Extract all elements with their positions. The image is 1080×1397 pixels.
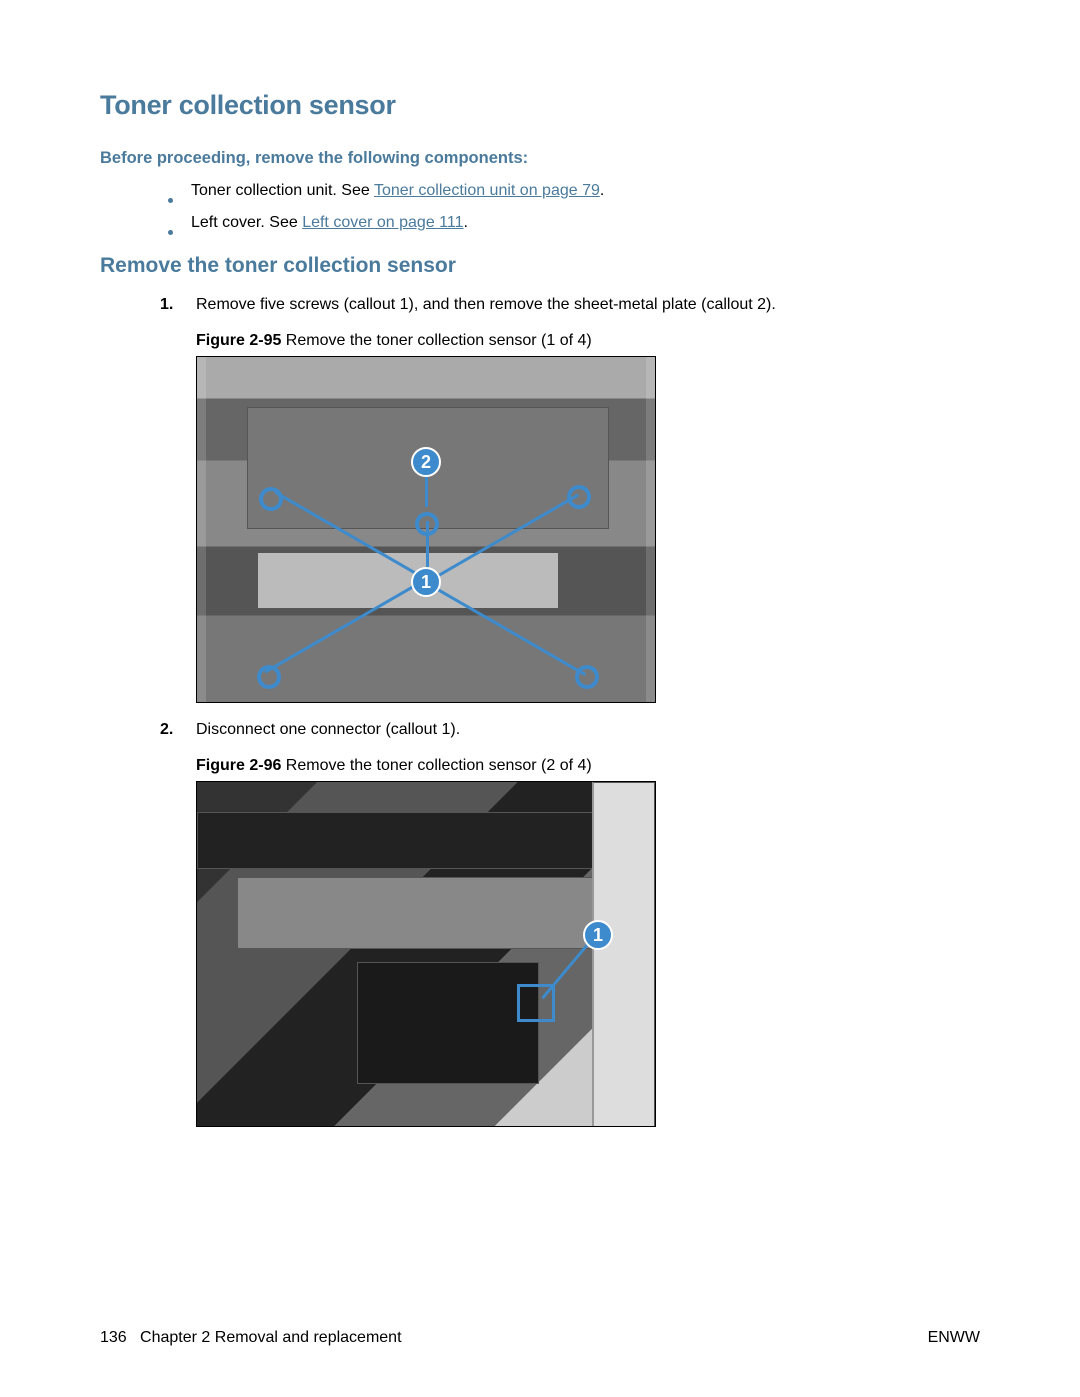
steps-list: 2. Disconnect one connector (callout 1). bbox=[100, 721, 980, 739]
figure-label: Figure 2-95 bbox=[196, 332, 281, 349]
step-text: Remove five screws (callout 1), and then… bbox=[196, 296, 776, 314]
figure-caption-text: Remove the toner collection sensor (2 of… bbox=[281, 757, 591, 774]
chapter-label: Chapter 2 Removal and replacement bbox=[140, 1329, 401, 1346]
top-bar bbox=[197, 812, 656, 869]
callout-ring bbox=[415, 512, 439, 536]
callout-number: 1 bbox=[421, 572, 431, 593]
callout-marker-2: 2 bbox=[411, 447, 441, 477]
beam bbox=[237, 877, 599, 949]
figure-caption: Figure 2-95 Remove the toner collection … bbox=[196, 332, 980, 350]
callout-marker-1: 1 bbox=[583, 920, 613, 950]
list-item: Toner collection unit. See Toner collect… bbox=[168, 182, 980, 200]
step-number: 1. bbox=[160, 296, 180, 314]
page: Toner collection sensor Before proceedin… bbox=[0, 0, 1080, 1397]
callout-ring bbox=[257, 665, 281, 689]
list-item-text: Left cover. See Left cover on page 111. bbox=[191, 214, 468, 232]
prereq-list: Toner collection unit. See Toner collect… bbox=[100, 182, 980, 232]
step-item: 1. Remove five screws (callout 1), and t… bbox=[160, 296, 980, 314]
callout-number: 2 bbox=[421, 452, 431, 473]
callout-ring bbox=[575, 665, 599, 689]
bullet-icon bbox=[168, 230, 173, 235]
list-item: Left cover. See Left cover on page 111. bbox=[168, 214, 980, 232]
callout-marker-1: 1 bbox=[411, 567, 441, 597]
callout-number: 1 bbox=[593, 925, 603, 946]
callout-ring bbox=[567, 485, 591, 509]
figure-caption: Figure 2-96 Remove the toner collection … bbox=[196, 757, 980, 775]
figure-image-2: 1 bbox=[196, 781, 656, 1127]
step-item: 2. Disconnect one connector (callout 1). bbox=[160, 721, 980, 739]
frame-rail bbox=[592, 782, 655, 1127]
callout-box bbox=[517, 984, 555, 1022]
cross-ref-link[interactable]: Toner collection unit on page 79 bbox=[374, 182, 600, 199]
page-number: 136 bbox=[100, 1329, 127, 1346]
steps-list: 1. Remove five screws (callout 1), and t… bbox=[100, 296, 980, 314]
prereq-heading: Before proceeding, remove the following … bbox=[100, 149, 980, 168]
step-number: 2. bbox=[160, 721, 180, 739]
label-sticker bbox=[257, 552, 559, 609]
list-item-text: Toner collection unit. See Toner collect… bbox=[191, 182, 604, 200]
figure-label: Figure 2-96 bbox=[196, 757, 281, 774]
callout-line bbox=[425, 472, 428, 507]
figure-caption-text: Remove the toner collection sensor (1 of… bbox=[281, 332, 591, 349]
figure-image-1: 2 1 bbox=[196, 356, 656, 703]
housing bbox=[357, 962, 539, 1084]
section-heading: Remove the toner collection sensor bbox=[100, 254, 980, 278]
text-prefix: Left cover. See bbox=[191, 214, 302, 231]
footer-left: 136 Chapter 2 Removal and replacement bbox=[100, 1329, 402, 1347]
text-prefix: Toner collection unit. See bbox=[191, 182, 374, 199]
callout-ring bbox=[259, 487, 283, 511]
step-text: Disconnect one connector (callout 1). bbox=[196, 721, 460, 739]
cross-ref-link[interactable]: Left cover on page 111 bbox=[302, 214, 463, 231]
footer-right: ENWW bbox=[928, 1329, 980, 1347]
text-suffix: . bbox=[600, 182, 604, 199]
bullet-icon bbox=[168, 198, 173, 203]
text-suffix: . bbox=[464, 214, 468, 231]
page-title: Toner collection sensor bbox=[100, 90, 980, 121]
page-footer: 136 Chapter 2 Removal and replacement EN… bbox=[100, 1329, 980, 1347]
